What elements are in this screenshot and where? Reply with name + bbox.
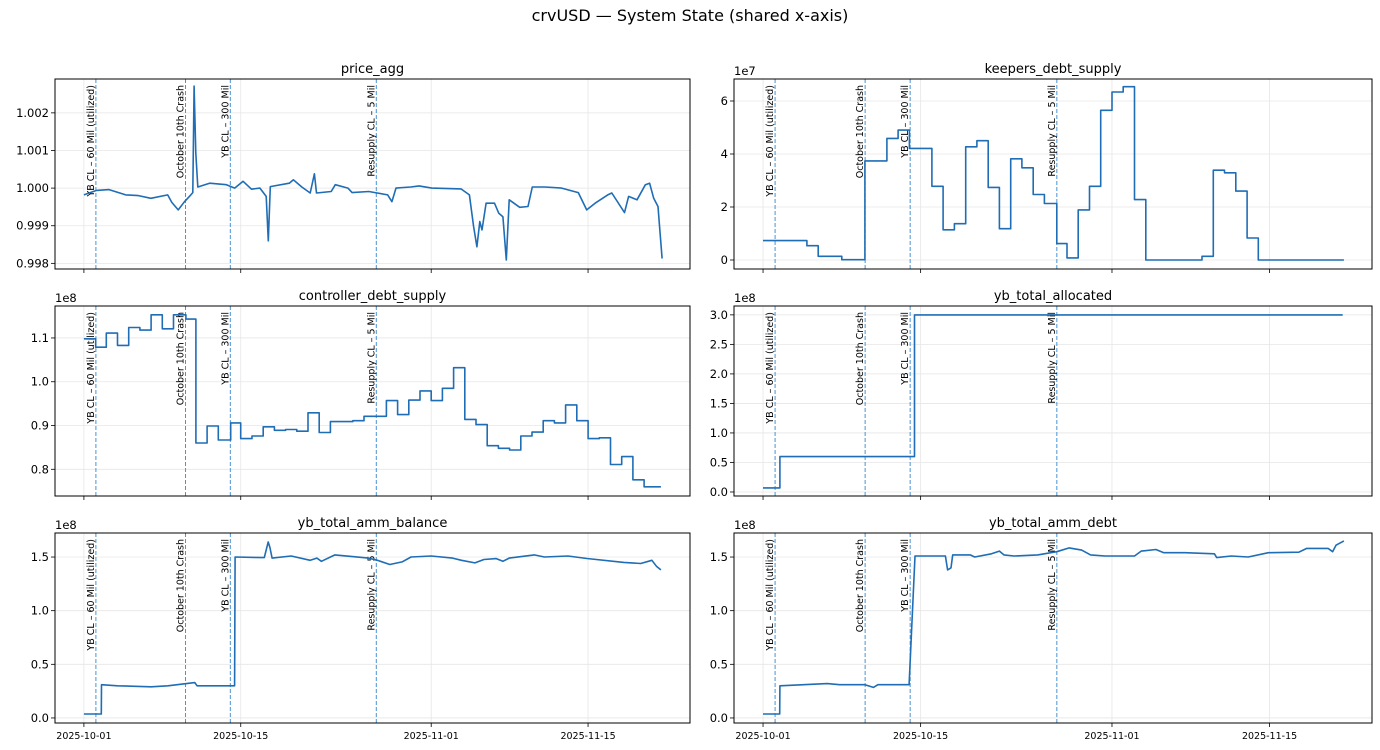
x-tick-label: 2025-11-01	[1084, 731, 1139, 742]
y-tick-label: 0.0	[710, 485, 728, 499]
axes-frame	[733, 532, 1373, 724]
y-tick-label: 0.0	[31, 711, 49, 725]
y-tick-label: 2	[721, 200, 728, 214]
y-tick-label: 2.5	[710, 337, 728, 351]
series-line-yb-total-allocated	[763, 314, 1343, 489]
y-tick-label: 0.5	[710, 657, 728, 671]
subplot-yb-total-amm-balance: 2025-10-01 2025-10-15 2025-11-01 2025-11-15…	[31, 516, 691, 742]
y-tick-label: 1.0	[31, 604, 49, 618]
y-tick-label: 1.0	[710, 426, 728, 440]
subplot-controller-debt-supply: 0.8 0.9 1.0 1.1 YB CL – 60 Mil (utilized) Oct…	[31, 289, 691, 500]
axes-frame	[54, 305, 691, 497]
y-tick-label: 0.998	[16, 256, 49, 270]
subplot-title: yb_total_amm_debt	[989, 516, 1117, 531]
event-label: Resupply CL – 5 Mil	[366, 312, 377, 404]
y-offset-label: 1e8	[55, 518, 77, 532]
event-label: YB CL – 60 Mil (utilized)	[86, 85, 97, 198]
event-label: YB CL – 300 Mil	[220, 312, 231, 386]
y-offset-label: 1e8	[55, 291, 77, 305]
y-tick-label: 1.1	[31, 331, 49, 345]
y-tick-label: 0.8	[31, 462, 49, 476]
event-label: YB CL – 60 Mil (utilized)	[765, 312, 776, 425]
y-tick-label: 0.999	[16, 219, 49, 233]
y-tick-label: 6	[721, 94, 728, 108]
event-label: YB CL – 300 Mil	[220, 85, 231, 159]
y-tick-label: 4	[721, 147, 728, 161]
series-line-yb-total-amm-debt	[763, 540, 1345, 715]
y-offset-label: 1e7	[734, 64, 756, 78]
subplot-title: controller_debt_supply	[299, 289, 447, 304]
x-tick-label: 2025-10-15	[893, 731, 948, 742]
y-tick-label: 1.0	[31, 375, 49, 389]
event-label: YB CL – 300 Mil	[220, 539, 231, 613]
y-tick-label: 1.0	[710, 604, 728, 618]
y-tick-label: 1.001	[16, 143, 49, 157]
axes-frame	[733, 78, 1373, 270]
subplot-yb-total-amm-debt: 2025-10-01 2025-10-15 2025-11-01 2025-11-15…	[710, 516, 1373, 742]
event-label: October 10th Crash	[176, 85, 187, 178]
y-tick-label: 0.9	[31, 419, 49, 433]
x-tick-label: 2025-10-15	[213, 731, 268, 742]
event-label: October 10th Crash	[855, 85, 866, 178]
y-offset-label: 1e8	[734, 291, 756, 305]
event-label: YB CL – 60 Mil (utilized)	[765, 539, 776, 652]
y-tick-label: 3.0	[710, 308, 728, 322]
y-tick-label: 1.5	[710, 550, 728, 564]
subplot-keepers-debt-supply: 0 2 4 6 YB CL – 60 Mil (utilized) October 10t…	[721, 62, 1373, 273]
event-label: October 10th Crash	[176, 312, 187, 405]
event-label: October 10th Crash	[855, 312, 866, 405]
event-label: Resupply CL – 5 Mil	[366, 539, 377, 631]
y-tick-label: 1.5	[31, 550, 49, 564]
y-tick-label: 0	[721, 253, 728, 267]
series-line-price-agg	[83, 85, 663, 261]
subplot-price-agg: 0.998 0.999 1.000 1.001 1.002 YB CL – 60 Mil …	[16, 62, 691, 273]
event-label: YB CL – 60 Mil (utilized)	[765, 85, 776, 198]
event-label: October 10th Crash	[176, 539, 187, 632]
y-tick-label: 1.002	[16, 106, 49, 120]
event-label: Resupply CL – 5 Mil	[1047, 312, 1058, 404]
y-tick-label: 0.0	[710, 711, 728, 725]
y-tick-label: 0.5	[31, 657, 49, 671]
axes-frame	[54, 78, 691, 270]
event-label: YB CL – 300 Mil	[900, 312, 911, 386]
y-tick-label: 1.5	[710, 396, 728, 410]
event-label: YB CL – 60 Mil (utilized)	[86, 539, 97, 652]
axes-frame	[54, 532, 691, 724]
subplot-title: keepers_debt_supply	[985, 62, 1122, 77]
event-label: Resupply CL – 5 Mil	[366, 85, 377, 177]
event-label: YB CL – 60 Mil (utilized)	[86, 312, 97, 425]
axes-frame	[733, 305, 1373, 497]
event-label: Resupply CL – 5 Mil	[1047, 85, 1058, 177]
subplot-yb-total-allocated: 0.0 0.5 1.0 1.5 2.0 2.5 3.0 YB CL – 60 Mil (uti…	[710, 289, 1373, 500]
series-line-controller-debt-supply	[83, 314, 661, 488]
event-label: October 10th Crash	[855, 539, 866, 632]
y-tick-label: 0.5	[710, 455, 728, 469]
y-tick-label: 2.0	[710, 367, 728, 381]
series-line-yb-total-amm-balance	[83, 541, 662, 715]
subplot-title: yb_total_amm_balance	[298, 516, 448, 531]
x-tick-label: 2025-11-15	[560, 731, 615, 742]
series-line-keepers-debt-supply	[763, 85, 1344, 261]
x-tick-label: 2025-11-15	[1242, 731, 1297, 742]
subplot-title: yb_total_allocated	[994, 289, 1112, 304]
x-tick-label: 2025-10-01	[56, 731, 111, 742]
figure-title: crvUSD — System State (shared x-axis)	[531, 6, 849, 25]
event-label: Resupply CL – 5 Mil	[1047, 539, 1058, 631]
y-tick-label: 1.000	[16, 181, 49, 195]
subplot-title: price_agg	[341, 62, 404, 77]
event-label: YB CL – 300 Mil	[900, 85, 911, 159]
x-tick-label: 2025-11-01	[404, 731, 459, 742]
y-offset-label: 1e8	[734, 518, 756, 532]
event-label: YB CL – 300 Mil	[900, 539, 911, 613]
x-tick-label: 2025-10-01	[735, 731, 790, 742]
